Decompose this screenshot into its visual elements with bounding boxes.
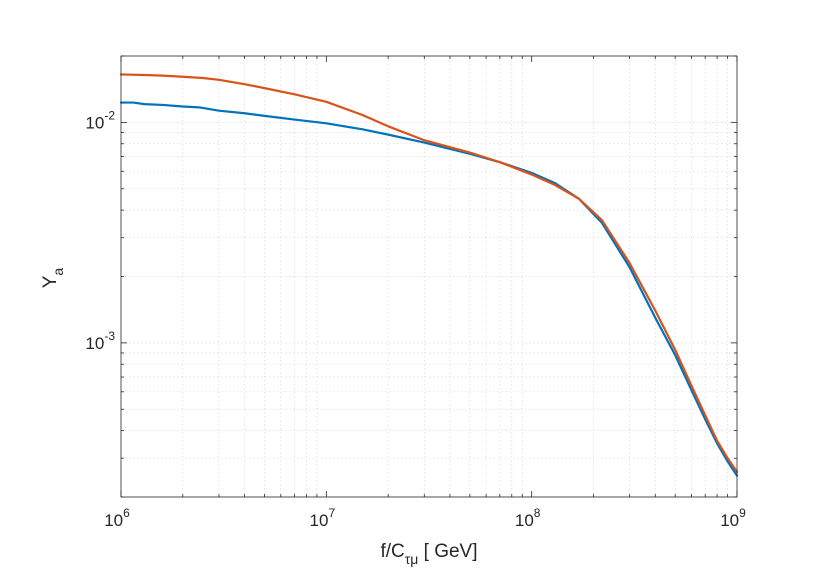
tick-labels: 106 107 108 109 10-3 10-2: [85, 108, 746, 530]
x-tick-label: 108: [515, 506, 541, 530]
y-tick-label: 10-3: [85, 329, 115, 353]
x-tick-label: 106: [104, 506, 130, 530]
y-axis-label: Ya: [40, 268, 66, 289]
x-tick-label: 107: [310, 506, 336, 530]
series-line-2: [119, 73, 739, 473]
y-tick-label: 10-2: [85, 108, 115, 132]
ticks: [120, 55, 738, 498]
x-tick-label: 109: [720, 506, 746, 530]
grid: [121, 55, 737, 498]
series-line-1: [119, 101, 739, 477]
series-layer: [119, 73, 739, 477]
x-axis-label: f/Cτμ [ GeV]: [380, 541, 477, 567]
